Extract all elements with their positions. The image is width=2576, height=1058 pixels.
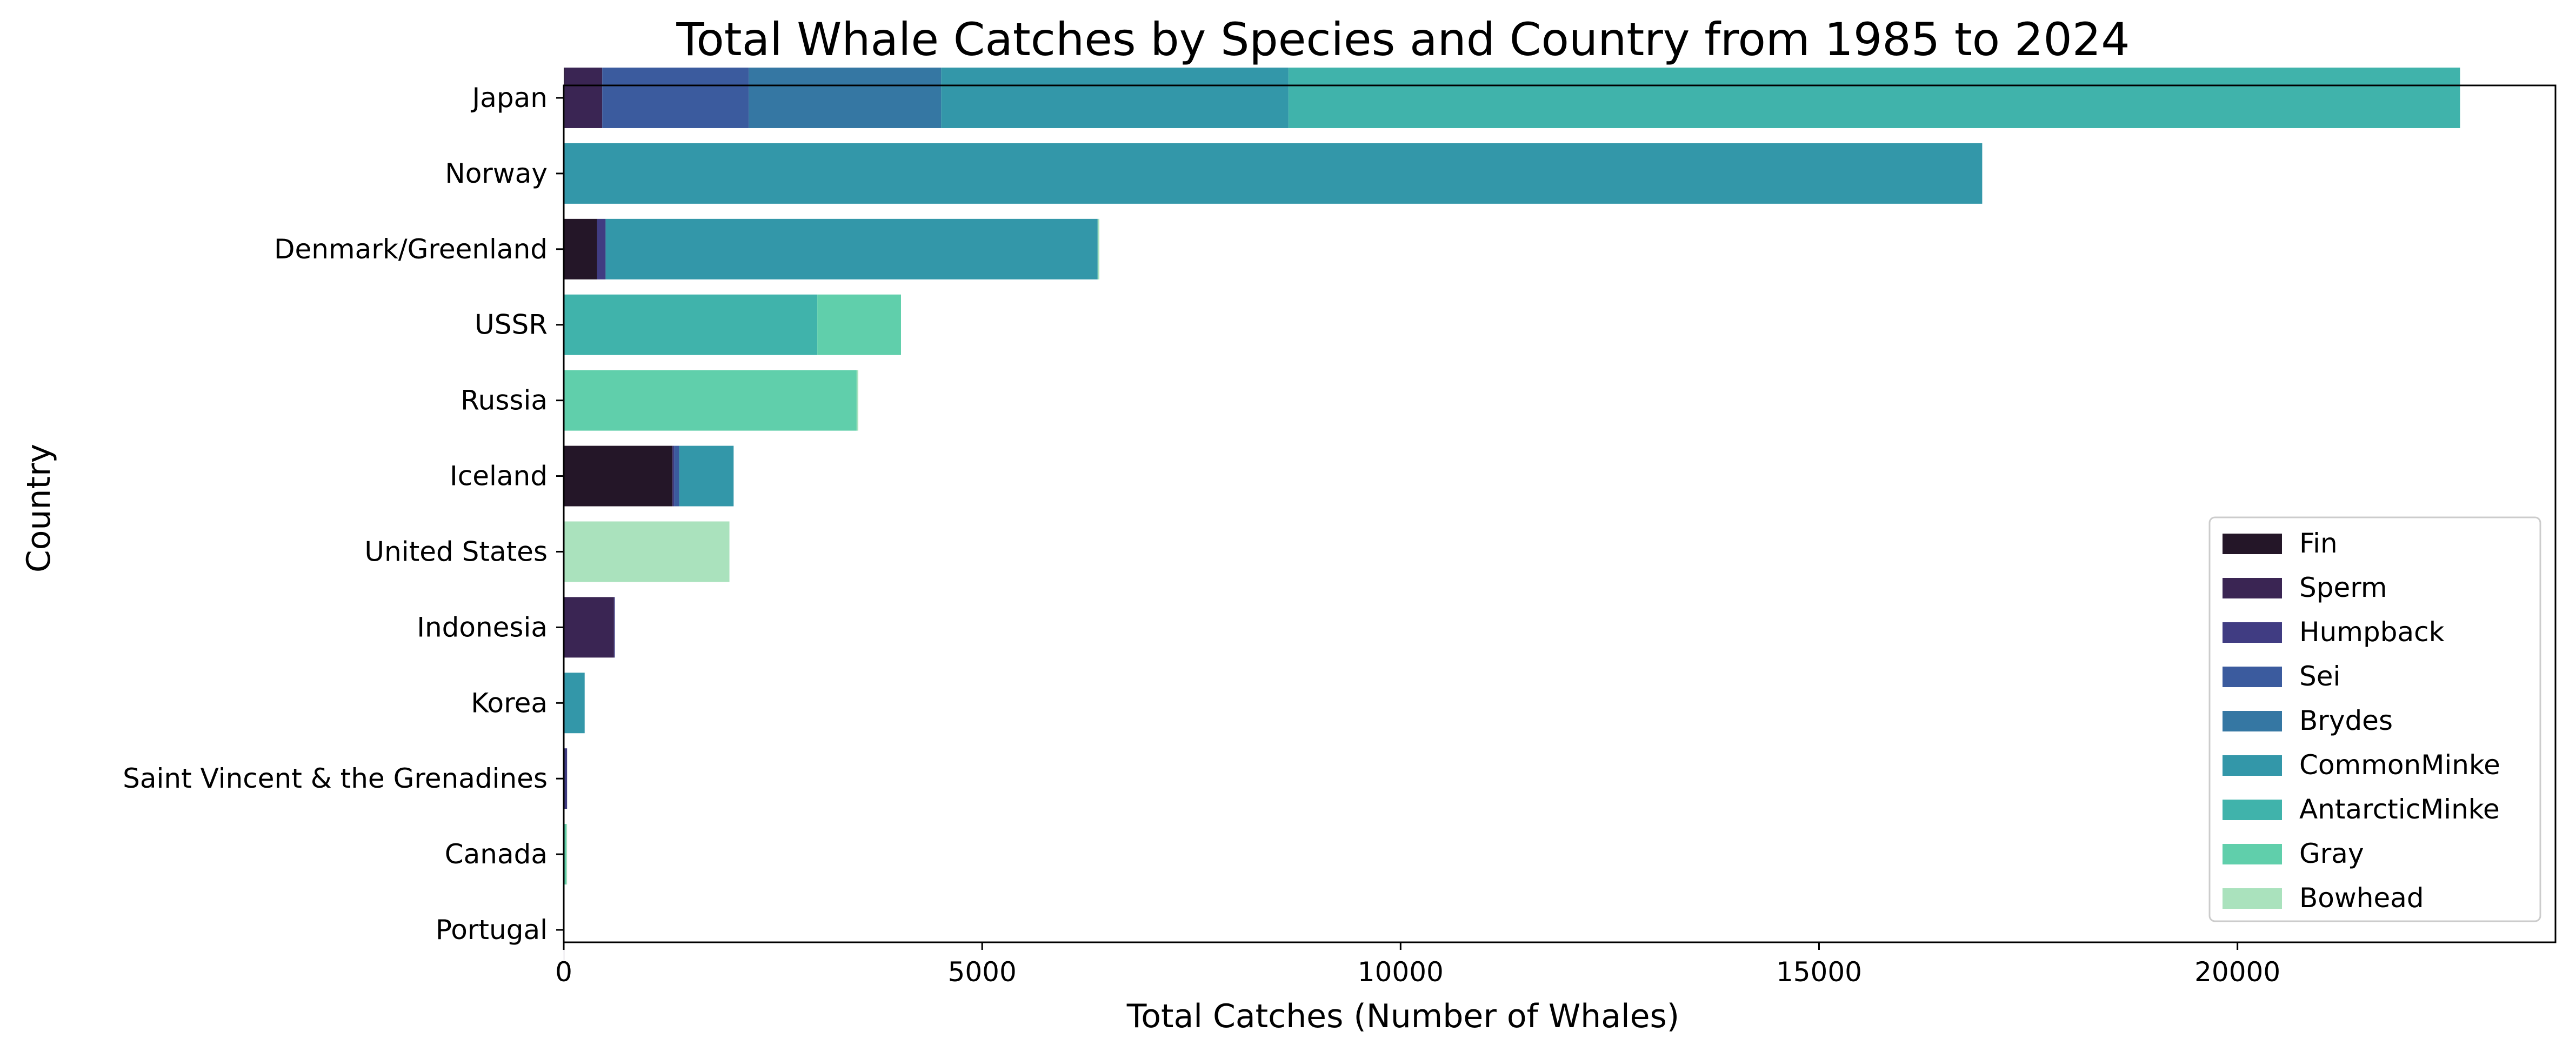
bar-iceland-humpback: [672, 445, 675, 507]
bar-denmark-greenland-humpback: [597, 218, 606, 280]
legend-label-fin: Fin: [2299, 528, 2338, 559]
y-tick-label-korea: Korea: [471, 687, 548, 718]
legend-swatch-antarcticminke: [2223, 800, 2282, 820]
legend-swatch-brydes: [2223, 711, 2282, 731]
y-tick-label-indonesia: Indonesia: [417, 611, 548, 643]
bar-russia-gray: [564, 370, 857, 431]
legend-swatch-fin: [2223, 534, 2282, 554]
axes-layer: 0 5000 10000 15000 20000 Japan Norway Denmark/G…: [123, 82, 2557, 988]
bar-japan-sperm: [564, 68, 603, 128]
y-tick-label-portugal: Portugal: [436, 914, 548, 946]
x-tick-label: 15000: [1776, 956, 1862, 988]
bar-norway-commonminke: [564, 143, 1983, 204]
legend: Fin Sperm Humpback Sei Brydes CommonMinke Anta…: [2208, 516, 2541, 922]
legend-label-sei: Sei: [2299, 661, 2340, 692]
bar-iceland-commonminke: [679, 445, 734, 507]
y-tick-label-iceland: Iceland: [450, 461, 548, 492]
legend-swatch-gray: [2223, 844, 2282, 864]
bar-denmark-greenland-bowhead: [1097, 218, 1099, 280]
bar-japan-antarcticminke: [1288, 68, 2460, 128]
y-tick-label-united-states: United States: [364, 536, 548, 567]
legend-label-humpback: Humpback: [2299, 616, 2445, 648]
bar-united-states-bowhead: [564, 521, 730, 582]
legend-swatch-humpback: [2223, 622, 2282, 643]
legend-label-commonminke: CommonMinke: [2299, 749, 2500, 781]
bar-ussr-antarcticminke: [564, 294, 818, 355]
y-tick-label-russia: Russia: [461, 385, 548, 416]
legend-swatch-sperm: [2223, 578, 2282, 598]
bar-canada-gray: [564, 824, 566, 885]
x-tick-label: 10000: [1358, 956, 1444, 988]
bar-denmark-greenland-commonminke: [605, 218, 1098, 280]
bar-indonesia-sperm: [564, 597, 614, 658]
legend-swatch-sei: [2223, 667, 2282, 687]
y-tick-label-canada: Canada: [445, 839, 548, 870]
legend-label-antarcticminke: AntarcticMinke: [2299, 794, 2500, 825]
bar-japan-sei: [602, 68, 749, 128]
legend-label-gray: Gray: [2299, 838, 2364, 869]
y-axis-title: Country: [20, 444, 58, 573]
bars-layer: [564, 68, 2460, 960]
x-tick-label: 5000: [948, 956, 1017, 988]
y-tick-label-japan: Japan: [471, 82, 548, 114]
bar-denmark-greenland-fin: [564, 218, 597, 280]
bar-japan-brydes: [749, 68, 942, 128]
plot-frame: [563, 84, 2557, 943]
bar-iceland-fin: [564, 445, 673, 507]
y-tick-label-norway: Norway: [445, 158, 548, 189]
y-tick-label-ussr: USSR: [475, 309, 548, 341]
bar-canada-bowhead: [566, 824, 568, 885]
bar-ussr-gray: [817, 294, 901, 355]
bar-saint-vincent-the-grenadines-humpback: [564, 748, 568, 809]
legend-label-brydes: Brydes: [2299, 705, 2393, 736]
legend-label-bowhead: Bowhead: [2299, 882, 2424, 914]
y-tick-label-denmark-greenland: Denmark/Greenland: [274, 234, 548, 265]
x-axis-title: Total Catches (Number of Whales): [1126, 997, 1679, 1035]
chart-title: Total Whale Catches by Species and Count…: [676, 13, 2130, 66]
bar-indonesia-humpback: [613, 597, 615, 658]
bar-japan-commonminke: [941, 68, 1289, 128]
y-tick-label-saint-vincent-the-grenadines: Saint Vincent & the Grenadines: [123, 763, 548, 794]
bar-iceland-sei: [674, 445, 679, 507]
x-tick-label: 20000: [2194, 956, 2280, 988]
bar-korea-commonminke: [564, 673, 585, 734]
bar-russia-bowhead: [856, 370, 859, 431]
legend-label-sperm: Sperm: [2299, 572, 2387, 603]
legend-swatch-bowhead: [2223, 888, 2282, 909]
x-tick-label: 0: [555, 956, 572, 988]
legend-swatch-commonminke: [2223, 755, 2282, 776]
legend-box: [2208, 516, 2541, 922]
